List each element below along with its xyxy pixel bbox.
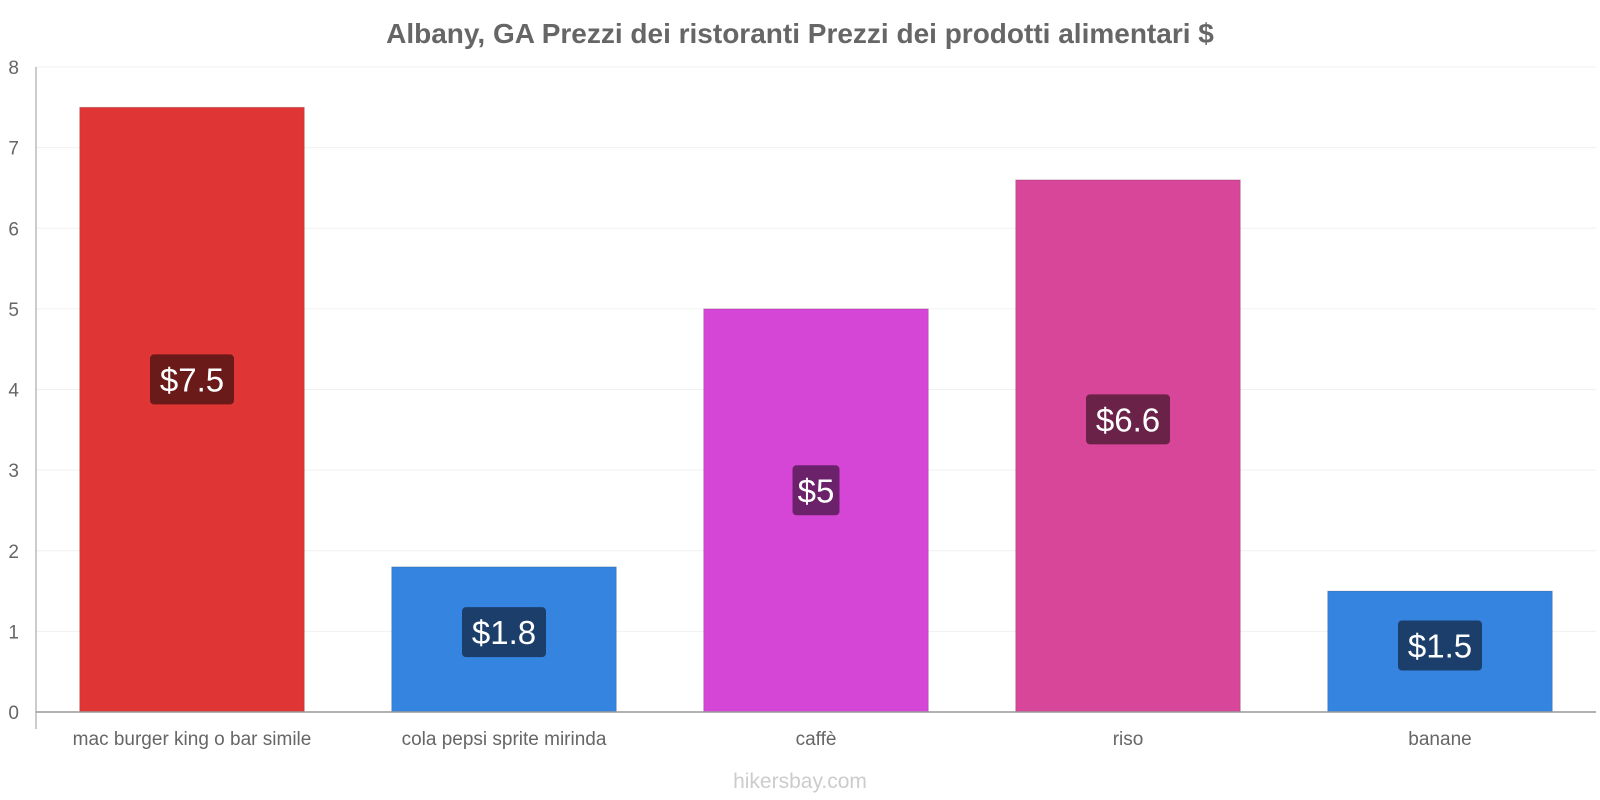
x-category-label: banane <box>1408 729 1471 750</box>
bars-group: $7.5 $1.8 $5 $6.6 $1.5 <box>79 106 1553 713</box>
y-tick-label: 4 <box>8 381 19 402</box>
value-label-background <box>1086 394 1170 445</box>
value-label-background <box>150 354 234 405</box>
y-tick-label: 0 <box>8 703 19 724</box>
x-axis: mac burger king o bar simile cola pepsi s… <box>36 711 1596 750</box>
x-category-label: riso <box>1113 729 1144 750</box>
x-category-label: caffè <box>796 729 837 750</box>
credit-watermark: hikersbay.com <box>733 770 867 793</box>
y-axis: 0 1 2 3 4 5 6 7 8 <box>8 58 37 729</box>
value-label-background <box>792 465 840 516</box>
x-category-label: cola pepsi sprite mirinda <box>402 729 607 750</box>
value-label: $6.6 <box>1096 401 1160 438</box>
bar <box>79 106 305 713</box>
y-tick-label: 3 <box>8 461 19 482</box>
y-tick-label: 5 <box>8 300 19 321</box>
value-label: $5 <box>798 472 835 509</box>
value-label: $7.5 <box>160 361 224 398</box>
y-tick-label: 2 <box>8 542 19 563</box>
y-tick-label: 6 <box>8 219 19 240</box>
y-tick-label: 7 <box>8 139 19 160</box>
y-tick-label: 8 <box>8 58 19 79</box>
value-label: $1.5 <box>1408 627 1472 664</box>
value-label-background <box>1398 620 1482 671</box>
chart-title: Albany, GA Prezzi dei ristoranti Prezzi … <box>386 18 1214 49</box>
x-category-label: mac burger king o bar simile <box>73 729 312 750</box>
y-tick-label: 1 <box>8 622 19 643</box>
value-label-background <box>462 607 546 658</box>
bar <box>1015 179 1241 713</box>
value-label: $1.8 <box>472 614 536 651</box>
